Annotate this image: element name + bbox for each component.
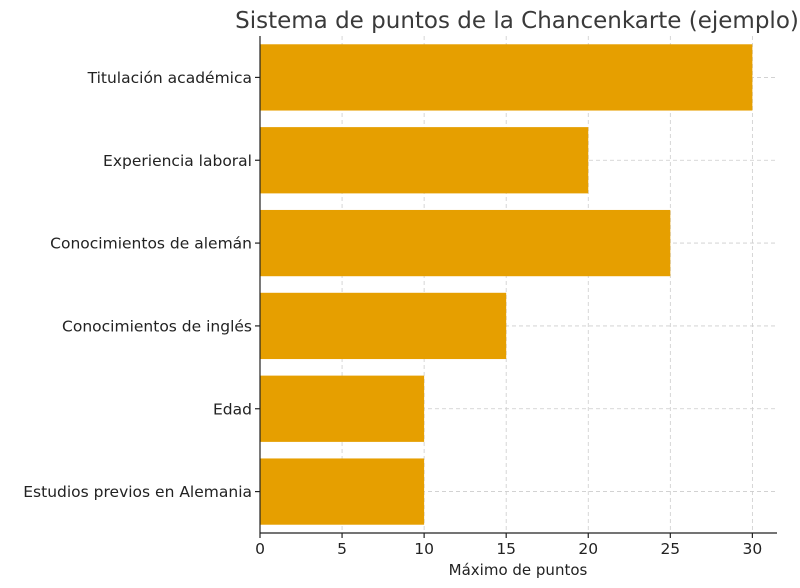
labels-layer: 0 5 10 15 20 25 30 Titulación académica Experien…	[23, 69, 762, 558]
x-tick-label: 0	[255, 540, 265, 558]
x-tick-label: 15	[496, 540, 516, 558]
bar	[260, 292, 507, 360]
bar	[260, 127, 589, 194]
x-tick-label: 25	[660, 540, 680, 558]
y-category-label: Conocimientos de inglés	[62, 317, 252, 335]
y-category-label: Titulación académica	[87, 69, 252, 87]
y-category-label: Estudios previos en Alemania	[23, 483, 252, 501]
x-tick-label: 30	[743, 540, 763, 558]
bar	[260, 44, 753, 111]
bars-layer	[260, 44, 753, 525]
bar	[260, 209, 671, 277]
bar	[260, 458, 425, 525]
y-category-label: Conocimientos de alemán	[50, 235, 252, 253]
y-category-label: Experiencia laboral	[103, 152, 252, 170]
x-tick-label: 10	[414, 540, 434, 558]
bar	[260, 375, 425, 442]
x-tick-label: 20	[578, 540, 598, 558]
y-category-label: Edad	[213, 400, 252, 418]
axes-layer	[255, 36, 777, 538]
x-axis-label: Máximo de puntos	[449, 561, 588, 579]
chart-title: Sistema de puntos de la Chancenkarte (ej…	[235, 8, 799, 34]
x-tick-label: 5	[337, 540, 347, 558]
